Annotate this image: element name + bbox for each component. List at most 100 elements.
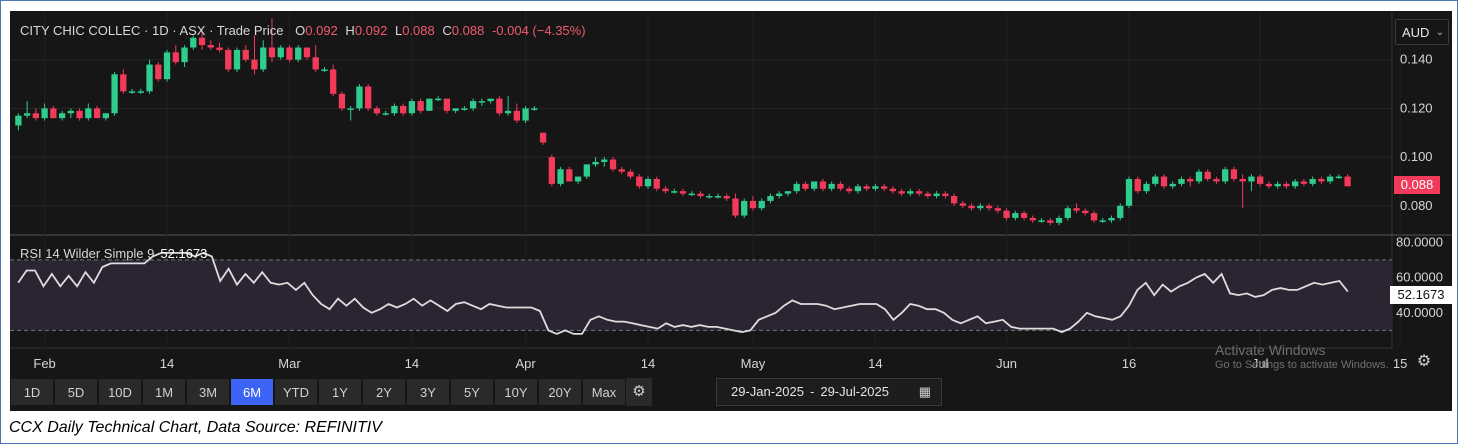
timeframe-ytd[interactable]: YTD (274, 378, 318, 406)
candle (776, 191, 783, 199)
candle-body (758, 200, 765, 209)
candle-body (85, 108, 92, 119)
date-to: 29-Jul-2025 (820, 384, 889, 399)
candle-body (802, 183, 809, 189)
candle-body (391, 105, 398, 114)
candle-body (1344, 176, 1351, 187)
timeframe-3m[interactable]: 3M (186, 378, 230, 406)
price-tick-label-3: 0.140 (1400, 52, 1433, 67)
candle-body (1090, 213, 1098, 221)
rsi-tick-label-2: 80.0000 (1396, 234, 1443, 249)
candle-body (959, 203, 966, 206)
candle-body (58, 113, 66, 119)
candle (679, 188, 687, 197)
candle (1099, 217, 1106, 223)
candle-body (268, 47, 276, 58)
candle-body (303, 47, 311, 58)
candle-body (950, 196, 958, 204)
candle-body (1265, 183, 1273, 187)
candle (277, 45, 284, 60)
candle (1160, 174, 1168, 189)
candle-body (198, 37, 206, 46)
candle-body (1047, 220, 1054, 223)
candle (76, 108, 83, 121)
timeframe-2y[interactable]: 2Y (362, 378, 406, 406)
candle (854, 183, 862, 194)
timeframe-3y[interactable]: 3Y (406, 378, 450, 406)
candle-body (776, 193, 783, 197)
rsi-line (17, 251, 1349, 335)
timeframe-max[interactable]: Max (582, 378, 626, 406)
candle-body (1064, 208, 1071, 218)
candle (1309, 176, 1316, 187)
timeframe-1d[interactable]: 1D (10, 378, 54, 406)
open-label: O (295, 23, 306, 38)
candle-body (1029, 217, 1036, 221)
candle (1082, 208, 1089, 216)
candle (1003, 208, 1010, 221)
candle-body (93, 108, 101, 119)
timeframe-1m[interactable]: 1M (142, 378, 186, 406)
candle-body (1152, 176, 1159, 184)
candle-body (749, 200, 757, 209)
time-tick-label-4: Apr (515, 356, 536, 371)
timeframe-10y[interactable]: 10Y (494, 378, 538, 406)
chart-canvas[interactable]: 0.080 0.100 0.120 0.140 40.0000 60.0000 80.000… (10, 11, 1452, 411)
gear-icon[interactable]: ⚙ (626, 378, 652, 406)
activate-windows-watermark: Activate Windows Go to Settings to activ… (1215, 342, 1389, 371)
date-range-picker[interactable]: 29-Jan-2025-29-Jul-2025 ▦ (716, 378, 942, 406)
candle-body (277, 47, 284, 58)
candle (513, 103, 520, 123)
timeframe-10d[interactable]: 10D (98, 378, 142, 406)
timeframe-5d[interactable]: 5D (54, 378, 98, 406)
timeframe-1y[interactable]: 1Y (318, 378, 362, 406)
candle (1090, 210, 1098, 223)
candle-body (163, 52, 171, 80)
settings-icon[interactable]: ⚙ (1416, 353, 1432, 370)
rsi-label: RSI 14 Wilder Simple 9 (20, 246, 155, 261)
candle (50, 105, 57, 119)
candle-body (137, 91, 144, 93)
candle-body (907, 191, 914, 194)
candle-body (557, 169, 564, 184)
candle-body (1274, 183, 1281, 187)
candle-body (985, 205, 993, 209)
candle-body (636, 176, 643, 187)
candle-body (1003, 210, 1010, 218)
candle (723, 193, 730, 201)
timeframe-6m[interactable]: 6M (230, 378, 274, 406)
candle (566, 166, 573, 182)
candle-body (1230, 169, 1238, 179)
candle (968, 203, 975, 211)
calendar-icon: ▦ (918, 384, 931, 399)
candle (994, 205, 1001, 214)
candle (1125, 176, 1133, 209)
candle (163, 49, 171, 82)
price-tick-label-1: 0.100 (1400, 149, 1433, 164)
candle (837, 181, 844, 192)
candle (1239, 174, 1246, 209)
timeframe-20y[interactable]: 20Y (538, 378, 582, 406)
candle-body (155, 64, 162, 80)
candle-body (714, 196, 722, 198)
candle (120, 69, 127, 94)
candle (1274, 181, 1281, 189)
candle (732, 193, 739, 218)
time-tick-label-7: 14 (868, 356, 882, 371)
candle (1029, 215, 1036, 223)
candle-body (574, 176, 582, 182)
candle-body (434, 98, 442, 101)
candle (172, 45, 179, 65)
currency-value: AUD (1402, 25, 1430, 40)
candle-body (1160, 176, 1168, 187)
candle (504, 96, 512, 116)
candle (1257, 174, 1264, 187)
candle (1055, 215, 1063, 226)
candle (443, 98, 451, 114)
candle-body (889, 188, 897, 192)
candle (225, 47, 232, 72)
candle (356, 84, 363, 111)
candle-body (942, 193, 949, 197)
currency-select[interactable]: AUD ⌄ (1395, 19, 1449, 45)
timeframe-5y[interactable]: 5Y (450, 378, 494, 406)
